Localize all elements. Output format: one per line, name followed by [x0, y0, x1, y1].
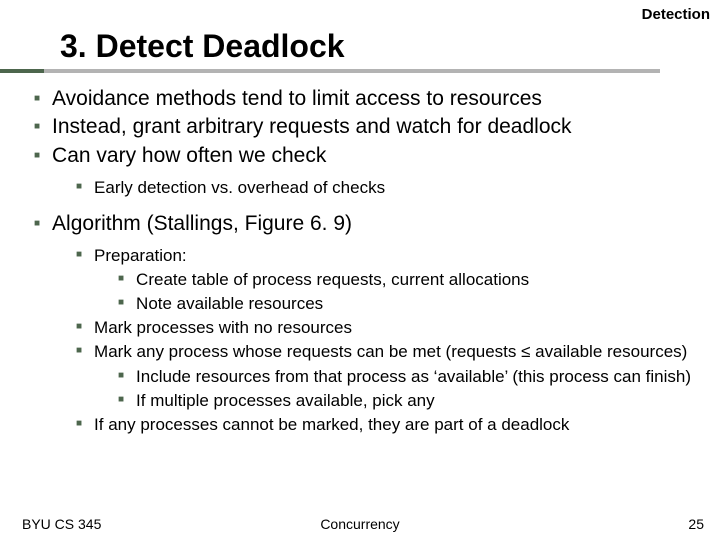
footer-page-number: 25	[688, 516, 704, 532]
title-underline	[0, 69, 660, 73]
list-text: Early detection vs. overhead of checks	[94, 177, 385, 199]
underline-accent	[0, 69, 44, 73]
list-item: ■ If any processes cannot be marked, the…	[76, 414, 702, 436]
list-item: ■ Mark any process whose requests can be…	[76, 341, 702, 363]
list-item: ■ Algorithm (Stallings, Figure 6. 9)	[34, 211, 702, 237]
list-text: If multiple processes available, pick an…	[136, 390, 435, 412]
list-text: Avoidance methods tend to limit access t…	[52, 86, 542, 112]
list-item: ■ Note available resources	[118, 293, 702, 315]
list-text: Algorithm (Stallings, Figure 6. 9)	[52, 211, 352, 237]
list-item: ■ Instead, grant arbitrary requests and …	[34, 114, 702, 140]
footer-center: Concurrency	[320, 516, 399, 532]
bullet-icon: ■	[34, 150, 40, 161]
list-item: ■ Mark processes with no resources	[76, 317, 702, 339]
bullet-icon: ■	[118, 394, 124, 405]
list-item: ■ Create table of process requests, curr…	[118, 269, 702, 291]
bullet-icon: ■	[34, 93, 40, 104]
footer-left: BYU CS 345	[22, 516, 101, 532]
list-text: Preparation:	[94, 245, 187, 267]
list-item: ■ Can vary how often we check	[34, 143, 702, 169]
list-text: Create table of process requests, curren…	[136, 269, 529, 291]
list-item: ■ If multiple processes available, pick …	[118, 390, 702, 412]
bullet-icon: ■	[34, 121, 40, 132]
list-text: If any processes cannot be marked, they …	[94, 414, 569, 436]
bullet-icon: ■	[76, 249, 82, 260]
bullet-icon: ■	[76, 181, 82, 192]
slide-body: ■ Avoidance methods tend to limit access…	[34, 86, 702, 438]
title-block: 3. Detect Deadlock	[0, 28, 720, 73]
bullet-icon: ■	[76, 418, 82, 429]
section-label: Detection	[642, 6, 710, 23]
list-text: Note available resources	[136, 293, 323, 315]
list-item: ■ Include resources from that process as…	[118, 366, 702, 388]
list-text: Instead, grant arbitrary requests and wa…	[52, 114, 571, 140]
bullet-icon: ■	[118, 370, 124, 381]
bullet-icon: ■	[118, 273, 124, 284]
bullet-icon: ■	[118, 297, 124, 308]
list-text: Mark processes with no resources	[94, 317, 352, 339]
slide-title: 3. Detect Deadlock	[60, 28, 720, 65]
bullet-icon: ■	[76, 345, 82, 356]
list-item: ■ Preparation:	[76, 245, 702, 267]
list-text: Include resources from that process as ‘…	[136, 366, 691, 388]
list-text: Mark any process whose requests can be m…	[94, 341, 687, 363]
list-item: ■ Early detection vs. overhead of checks	[76, 177, 702, 199]
slide-footer: BYU CS 345 Concurrency 25	[0, 516, 720, 532]
list-item: ■ Avoidance methods tend to limit access…	[34, 86, 702, 112]
bullet-icon: ■	[34, 218, 40, 229]
bullet-icon: ■	[76, 321, 82, 332]
underline-gray	[44, 69, 660, 73]
list-text: Can vary how often we check	[52, 143, 326, 169]
